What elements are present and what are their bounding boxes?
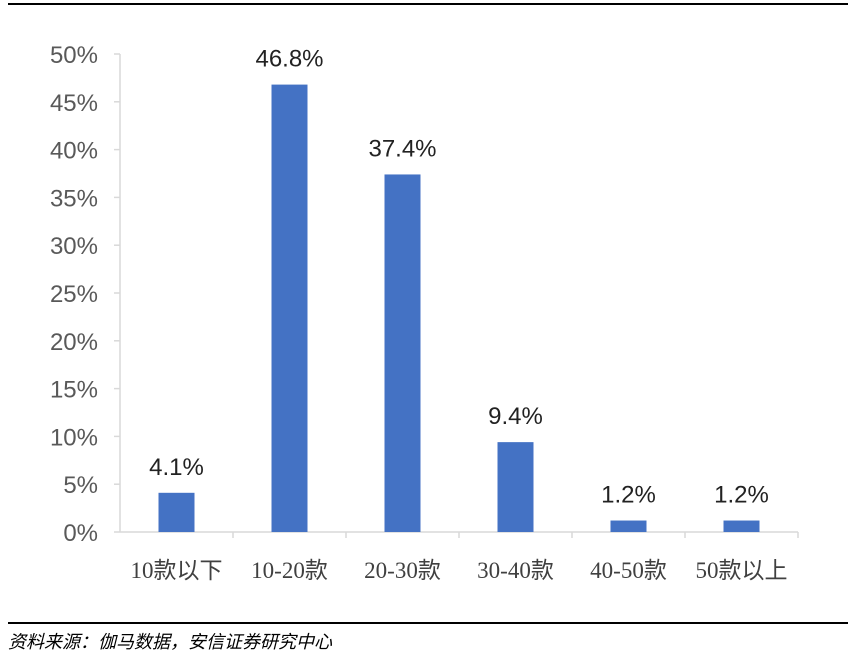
bar <box>610 520 647 532</box>
top-rule <box>8 3 848 5</box>
x-axis: 10款以下 10-20款 20-30款 30-40款 40-50款 50款以上 <box>120 531 799 583</box>
x-tick-label: 10款以下 <box>131 558 223 583</box>
data-label: 1.2% <box>714 482 769 509</box>
y-tick-label: 30% <box>50 233 98 260</box>
y-tick-label: 35% <box>50 185 98 212</box>
source-note: 资料来源：伽马数据，安信证券研究中心 <box>8 632 332 653</box>
y-axis: 0% 5% 10% 15% 20% 25% 30% 35% 40% 45% 50% <box>50 42 121 547</box>
bar <box>271 84 308 532</box>
y-tick-label: 10% <box>50 424 98 451</box>
x-tick-label: 40-50款 <box>590 558 667 583</box>
x-tick-label: 20-30款 <box>364 558 441 583</box>
bottom-rule <box>8 622 848 624</box>
y-tick-label: 25% <box>50 281 98 308</box>
y-tick-label: 0% <box>63 520 98 547</box>
y-tick-label: 50% <box>50 42 98 69</box>
x-tick-label: 10-20款 <box>251 558 328 583</box>
data-label: 46.8% <box>255 46 323 73</box>
y-tick-label: 40% <box>50 138 98 165</box>
y-tick-label: 45% <box>50 90 98 117</box>
bar <box>723 520 760 532</box>
y-tick-label: 15% <box>50 377 98 404</box>
x-tick-label: 50款以上 <box>696 558 788 583</box>
bars <box>158 84 760 532</box>
data-labels: 4.1% 46.8% 37.4% 9.4% 1.2% 1.2% <box>149 46 769 509</box>
bar <box>497 442 534 532</box>
bar-chart: 0% 5% 10% 15% 20% 25% 30% 35% 40% 45% 50% 10款以下 10-… <box>50 42 799 583</box>
bar <box>158 492 195 532</box>
bar <box>384 174 421 532</box>
y-tick-label: 5% <box>63 472 98 499</box>
x-tick-label: 30-40款 <box>477 558 554 583</box>
data-label: 1.2% <box>601 482 656 509</box>
data-label: 9.4% <box>488 403 543 430</box>
data-label: 37.4% <box>368 135 436 162</box>
y-tick-label: 20% <box>50 329 98 356</box>
data-label: 4.1% <box>149 454 204 481</box>
